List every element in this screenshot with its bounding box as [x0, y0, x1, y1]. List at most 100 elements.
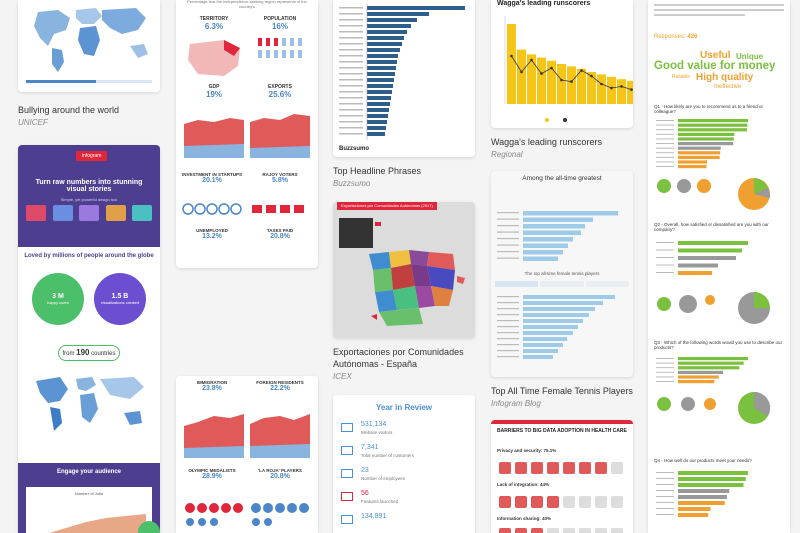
survey-bar-label: [656, 371, 674, 373]
survey-bar: [678, 165, 707, 169]
tennis-tab-1[interactable]: [495, 281, 539, 288]
survey-bar: [678, 370, 723, 374]
thumb-wagga[interactable]: Wagga's leading runscorers: [491, 0, 633, 128]
thumb-spain-independence[interactable]: Percentage that the independence-seeking…: [176, 0, 318, 268]
wagga-bar: [557, 64, 566, 104]
viz-value: 1.5 B: [111, 293, 129, 301]
engage-chart-area: Number of Jobs: [26, 487, 152, 533]
buzz-phrase-label: [339, 115, 363, 117]
survey-bar-label: [656, 143, 674, 144]
survey-bar-label: [656, 156, 674, 158]
survey-bar: [678, 263, 718, 268]
survey-bar-label: [656, 257, 674, 258]
tennis-player-label: [497, 302, 519, 304]
card-title-bullying[interactable]: Bullying around the world: [18, 105, 120, 115]
responses-value: 426: [687, 34, 698, 40]
tennis-player-label: [497, 231, 519, 233]
survey-bar: [678, 142, 734, 146]
thumb-barriers[interactable]: BARRIERS TO BIG DATA ADOPTION IN HEALTH …: [491, 420, 633, 533]
column-2: Percentage that the independence-seeking…: [176, 0, 318, 533]
year-stat-label: Number of employees: [361, 476, 406, 482]
territory-label: TERRITORY: [199, 16, 229, 22]
roja-label: 'LA ROJA' PLAYERS: [258, 468, 302, 473]
thumb-spain-independence-2[interactable]: IMMIGRATION 23.8% FOREIGN RESIDENTS 22.2…: [176, 376, 318, 533]
card-title-headlines[interactable]: Top Headline Phrases: [333, 166, 422, 176]
survey-bar: [678, 501, 725, 505]
survey-bar: [678, 119, 748, 123]
card-source-bullying: UNICEF: [18, 118, 48, 128]
wagga-legend-line: [563, 118, 567, 122]
buzz-bar: [367, 132, 385, 136]
foreign-label: FOREIGN RESIDENTS: [256, 380, 304, 385]
stat-exports: EXPORTS 25.6%: [250, 84, 310, 99]
survey-bar-label: [656, 484, 674, 485]
thumb-survey[interactable]: Responses: 426 Useful Unique Good value …: [648, 0, 790, 533]
buzz-phrase-label: [339, 85, 363, 87]
buzz-bar: [367, 96, 391, 100]
medal-ball-icons: [185, 503, 309, 526]
stat-immigration: IMMIGRATION 23.8%: [180, 380, 244, 392]
column-4: Wagga's leading runscorers Wagga's leadi…: [491, 0, 633, 533]
tennis-player-label: [497, 344, 519, 346]
tennis-player-label: [497, 350, 519, 352]
tennis-player-label: [497, 326, 519, 328]
thumb-exportaciones[interactable]: Exportaciones por Comunidades Autónomas …: [333, 202, 475, 339]
thumb-infogram[interactable]: infogram Turn raw numbers into stunning …: [18, 145, 160, 533]
survey-q2: Q2 - Overall, how satisfied or dissatisf…: [654, 222, 769, 232]
thumb-year-in-review[interactable]: Year in Review 531,134 Website visitors 7,…: [333, 395, 475, 533]
thumb-headline-phrases[interactable]: Buzzsumo: [333, 0, 475, 157]
briefcase-icon[interactable]: [138, 521, 160, 533]
survey-bar: [678, 366, 740, 370]
survey-bar-label: [656, 138, 674, 140]
tennis-tab-3[interactable]: [585, 281, 629, 288]
buzz-bar: [367, 60, 397, 64]
tennis-bar: [523, 243, 568, 249]
engage-title: Engage your audience: [56, 469, 122, 476]
tennis-player-label: [497, 356, 519, 358]
feature-icon-5: [132, 205, 152, 222]
wagga-bar: [617, 79, 626, 104]
buzz-phrase-label: [339, 91, 363, 93]
card-title-wagga[interactable]: Wagga's leading runscorers: [491, 137, 602, 147]
viz-label: visualizations created: [100, 300, 140, 306]
tennis-bar: [523, 331, 573, 336]
tennis-tab-2[interactable]: [540, 281, 584, 288]
wagga-bar: [517, 49, 526, 104]
thumb-tennis[interactable]: Among the all-time greatest The top all-…: [491, 171, 633, 378]
q2-bar-chart: [656, 241, 748, 275]
tennis-player-label: [497, 251, 519, 253]
buzz-bar: [367, 54, 398, 58]
wagga-bar: [567, 66, 576, 104]
word-good-value: Good value for money: [654, 60, 776, 72]
integration-lock-icons: [499, 496, 623, 509]
survey-bar: [678, 256, 736, 260]
buzz-phrase-label: [339, 79, 363, 81]
card-title-exports[interactable]: Exportaciones por Comunidades Autónomas …: [333, 347, 464, 370]
buzz-phrase-label: [339, 73, 363, 75]
barriers-top-stripe: [491, 420, 633, 425]
tennis-bar: [523, 307, 595, 312]
word-reliable: Reliable: [672, 74, 691, 80]
q1-bar-chart: [656, 119, 748, 169]
survey-bar: [678, 132, 735, 136]
exports-spain-map: [369, 250, 465, 327]
card-title-tennis[interactable]: Top All Time Female Tennis Players: [491, 386, 633, 397]
survey-bar: [678, 123, 748, 127]
tennis-tabs: [495, 281, 629, 288]
stat-unemployed: UNEMPLOYED 13.2%: [180, 228, 244, 240]
buzz-bar: [367, 108, 389, 112]
year-stat-value: 134,891: [361, 513, 387, 521]
year-stat-label: Website visitors: [361, 430, 393, 436]
buzz-phrase-label: [339, 49, 363, 51]
survey-bar: [678, 375, 719, 379]
buzz-phrase-label: [339, 55, 363, 57]
tennis-bar: [523, 250, 563, 255]
stat-roja: 'LA ROJA' PLAYERS 20.8%: [250, 468, 310, 480]
thumb-bullying[interactable]: [18, 0, 160, 92]
investment-label: INVESTMENT IN STARTUPS: [182, 172, 242, 177]
feature-icon-1: [26, 205, 46, 222]
buzz-phrase-label: [339, 121, 363, 123]
survey-bar: [678, 495, 727, 499]
stat-gdp: GDP 19%: [184, 84, 244, 99]
tennis-bar: [523, 237, 573, 242]
